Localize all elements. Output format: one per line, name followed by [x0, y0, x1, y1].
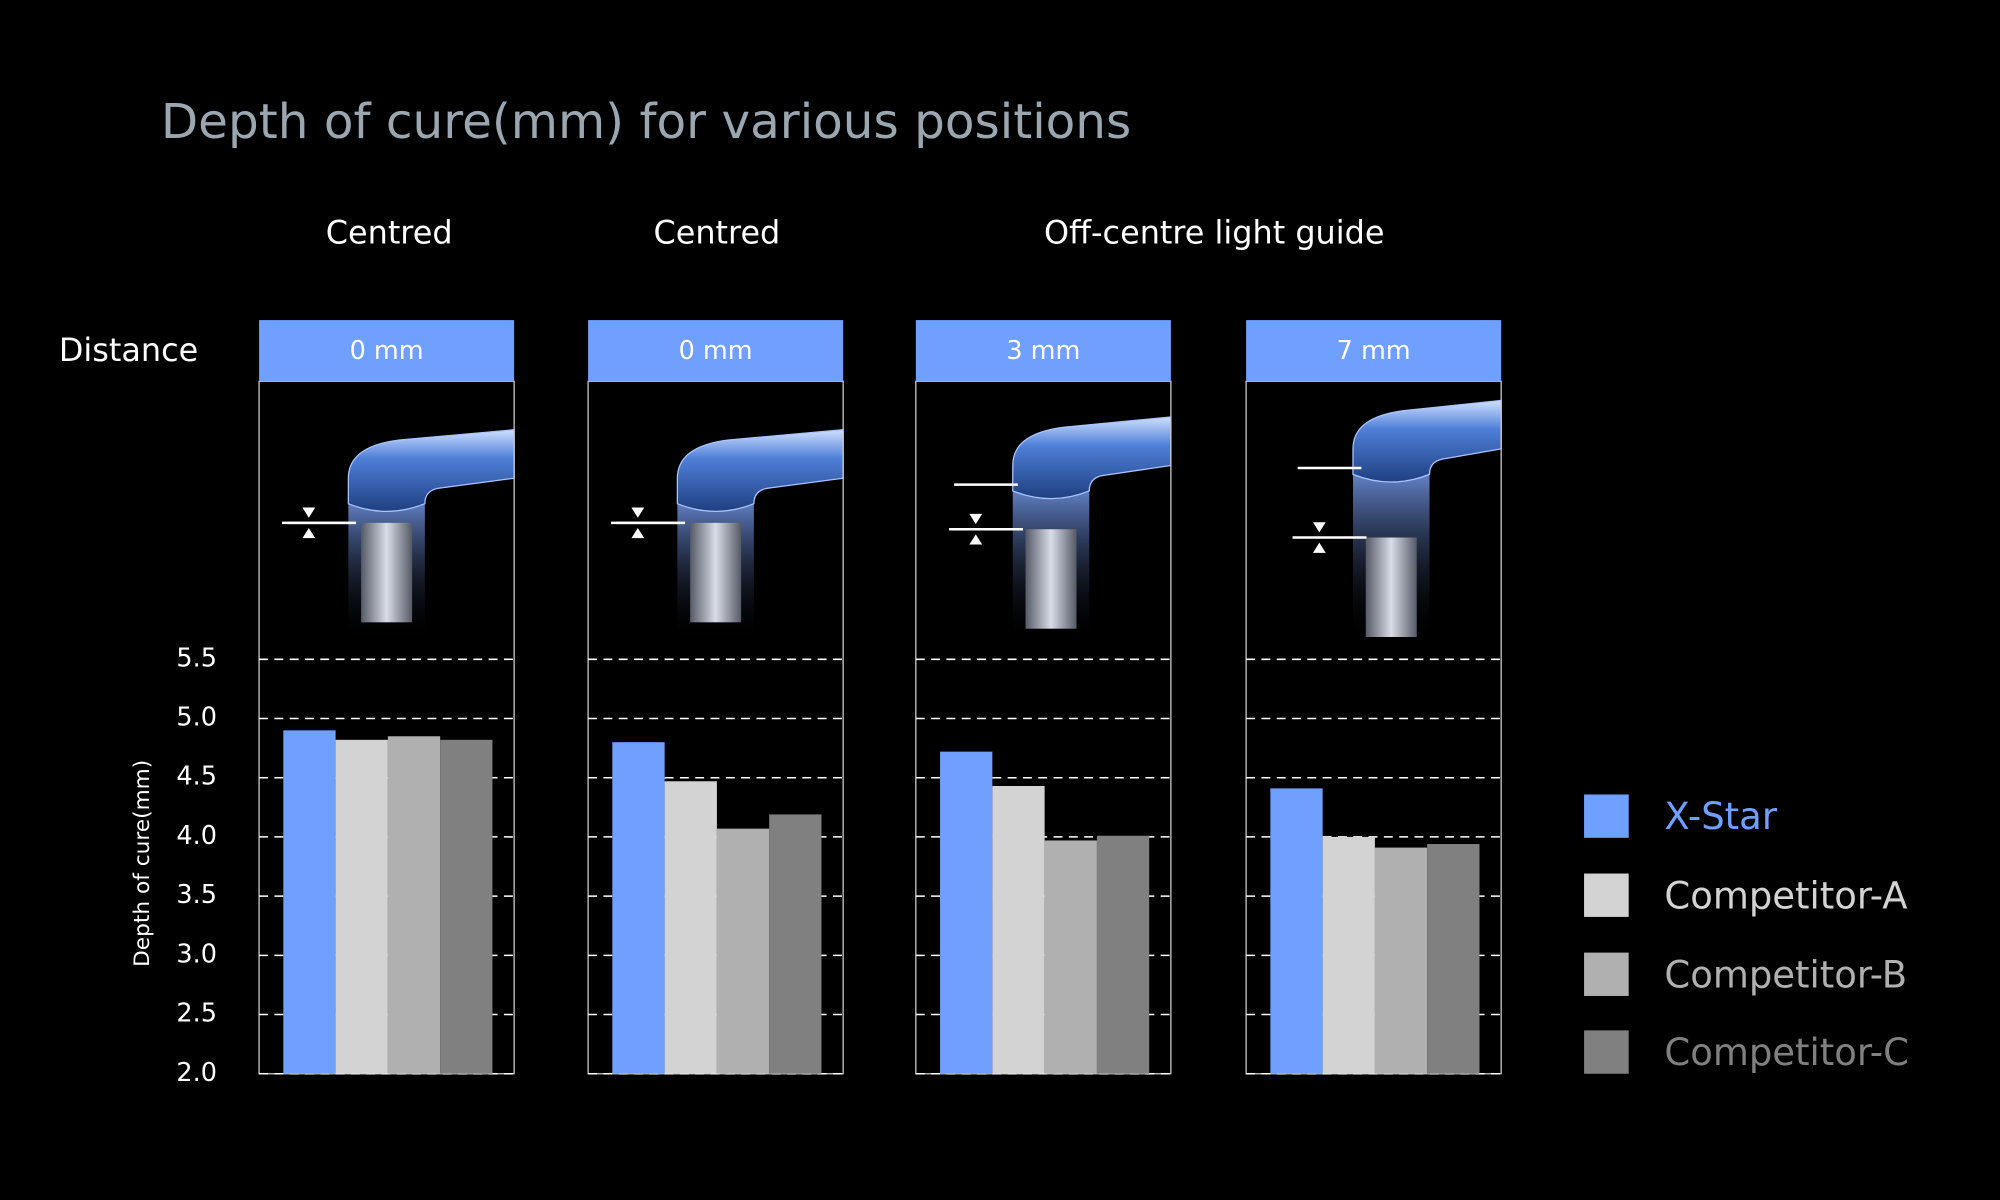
bar	[283, 730, 336, 1074]
nozzle	[1352, 399, 1502, 483]
bar	[1374, 847, 1428, 1074]
legend-swatch	[1584, 952, 1629, 996]
legend-label: Competitor-A	[1664, 874, 1907, 917]
group-header: Off-centre light guide	[1044, 214, 1384, 252]
y-tick-label: 5.5	[176, 643, 217, 673]
light-guide-illustration	[1292, 399, 1502, 644]
legend-swatch	[1584, 873, 1629, 917]
bar	[1270, 788, 1323, 1074]
y-axis-label: Depth of cure(mm)	[130, 760, 155, 967]
nozzle	[676, 429, 844, 512]
bar	[716, 828, 770, 1074]
distance-header	[588, 320, 844, 382]
nozzle	[347, 429, 515, 512]
distance-label: 0 mm	[350, 336, 424, 366]
specimen	[690, 522, 742, 623]
bar	[940, 751, 993, 1074]
category-label: Distance	[59, 331, 198, 369]
legend-swatch	[1584, 794, 1629, 838]
y-tick-label: 3.5	[176, 880, 217, 910]
group-header: Centred	[326, 214, 453, 252]
bar	[1427, 844, 1480, 1074]
bar	[1044, 840, 1097, 1074]
legend-label: X-Star	[1664, 795, 1777, 838]
y-tick-label: 4.5	[176, 762, 217, 792]
specimen	[361, 522, 413, 623]
y-tick-label: 2.0	[176, 1058, 217, 1088]
distance-arrow	[969, 513, 983, 545]
legend-label: Competitor-C	[1664, 1031, 1909, 1074]
distance-header	[259, 320, 515, 382]
bar	[335, 739, 388, 1074]
distance-arrow	[1312, 522, 1326, 553]
chart-title: Depth of cure(mm) for various positions	[161, 94, 1131, 150]
nozzle	[1012, 416, 1172, 500]
bar	[769, 814, 822, 1074]
distance-header	[915, 320, 1171, 382]
light-guide-illustration	[611, 429, 844, 644]
y-tick-label: 3.0	[176, 939, 217, 969]
bar	[992, 786, 1045, 1074]
distance-arrow	[302, 507, 316, 539]
bar	[664, 781, 717, 1074]
bar	[387, 736, 441, 1074]
distance-label: 3 mm	[1006, 336, 1080, 366]
y-tick-label: 4.0	[176, 821, 217, 851]
legend-label: Competitor-B	[1664, 953, 1907, 996]
light-guide-illustration	[948, 416, 1172, 644]
y-tick-label: 5.0	[176, 703, 217, 733]
y-tick-label: 2.5	[176, 999, 217, 1029]
specimen	[1025, 529, 1077, 629]
group-header: Centred	[653, 214, 780, 252]
legend-swatch	[1584, 1030, 1629, 1074]
bar	[612, 742, 665, 1074]
specimen	[1365, 537, 1417, 637]
light-guide-illustration	[282, 429, 515, 644]
distance-label: 7 mm	[1337, 336, 1411, 366]
bar	[440, 739, 493, 1074]
bar	[1096, 835, 1150, 1074]
distance-header	[1246, 320, 1502, 382]
bar	[1322, 836, 1375, 1074]
distance-arrow	[631, 507, 645, 539]
distance-label: 0 mm	[679, 336, 753, 366]
